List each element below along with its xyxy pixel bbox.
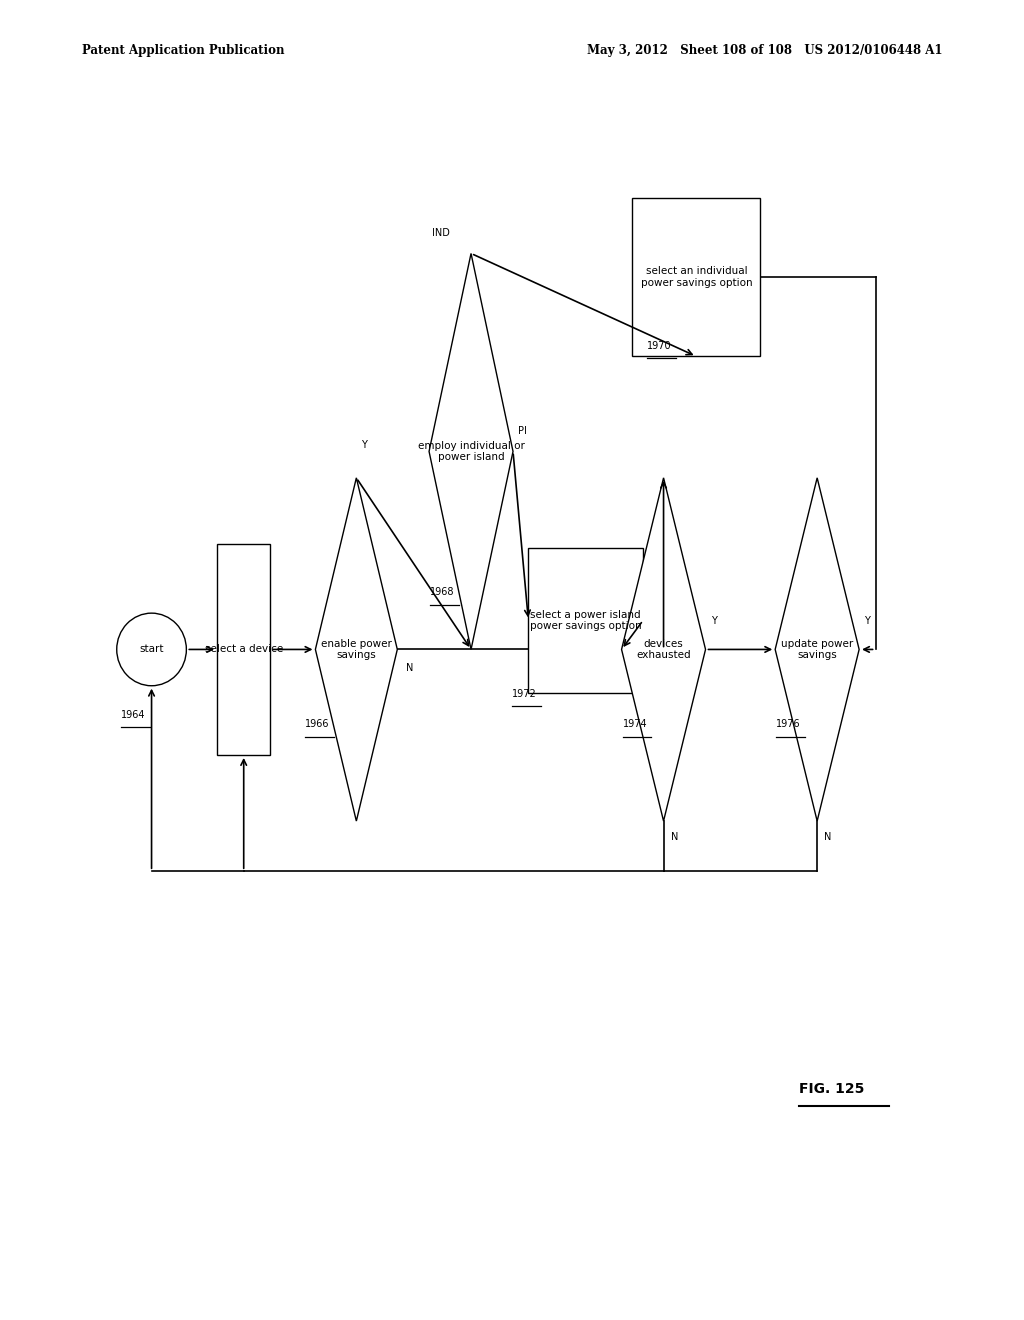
Ellipse shape [117, 612, 186, 685]
Text: enable power
savings: enable power savings [321, 639, 392, 660]
Text: N: N [824, 832, 831, 842]
Text: Y: Y [361, 440, 368, 450]
FancyBboxPatch shape [528, 548, 643, 693]
Text: FIG. 125: FIG. 125 [799, 1082, 864, 1096]
Text: 1970: 1970 [647, 341, 672, 351]
Text: 1974: 1974 [623, 719, 647, 730]
Text: update power
savings: update power savings [781, 639, 853, 660]
Polygon shape [315, 478, 397, 821]
Text: May 3, 2012   Sheet 108 of 108   US 2012/0106448 A1: May 3, 2012 Sheet 108 of 108 US 2012/010… [587, 44, 942, 57]
Text: devices
exhausted: devices exhausted [636, 639, 691, 660]
Text: select an individual
power savings option: select an individual power savings optio… [640, 267, 753, 288]
Text: N: N [671, 832, 678, 842]
Polygon shape [775, 478, 859, 821]
Text: 1964: 1964 [121, 710, 145, 721]
Text: select a power island
power savings option: select a power island power savings opti… [529, 610, 642, 631]
Text: IND: IND [432, 227, 450, 238]
Polygon shape [622, 478, 706, 821]
Text: PI: PI [518, 425, 527, 436]
Text: 1976: 1976 [776, 719, 801, 730]
Text: 1972: 1972 [512, 689, 537, 700]
Text: Patent Application Publication: Patent Application Publication [82, 44, 285, 57]
FancyBboxPatch shape [633, 198, 760, 356]
Polygon shape [429, 253, 513, 649]
Text: N: N [406, 663, 413, 673]
Text: Y: Y [864, 615, 870, 626]
FancyBboxPatch shape [217, 544, 270, 755]
Text: 1966: 1966 [305, 719, 330, 730]
Text: 1968: 1968 [430, 587, 455, 598]
Text: start: start [139, 644, 164, 655]
Text: select a device: select a device [205, 644, 283, 655]
Text: Y: Y [711, 615, 717, 626]
Text: employ individual or
power island: employ individual or power island [418, 441, 524, 462]
